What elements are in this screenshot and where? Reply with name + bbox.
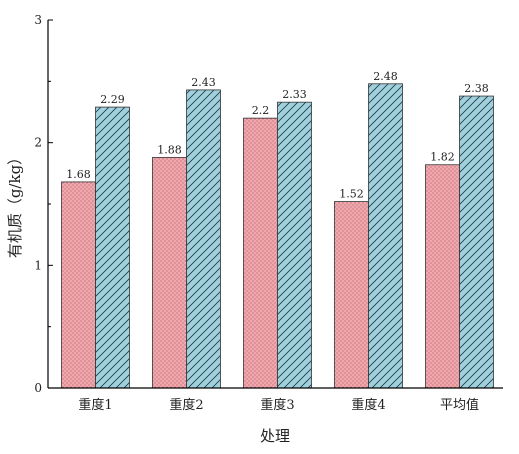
bar	[459, 95, 494, 389]
x-axis-title: 处理	[260, 427, 290, 445]
x-tick-label: 重度4	[351, 397, 385, 413]
bar	[368, 83, 403, 389]
bar	[186, 89, 221, 389]
data-label: 1.82	[430, 151, 455, 164]
bar	[243, 117, 278, 389]
y-tick-label: 3	[34, 13, 42, 27]
data-label: 1.68	[66, 168, 91, 181]
bar	[334, 201, 369, 389]
x-tick-label: 平均值	[440, 397, 479, 413]
x-tick-label: 重度2	[169, 397, 203, 413]
data-label: 2.2	[252, 104, 270, 117]
bar	[152, 156, 187, 389]
data-label: 1.52	[339, 188, 364, 201]
x-tick-label: 重度3	[260, 397, 294, 413]
data-label: 1.88	[157, 143, 182, 156]
y-axis-title: 有机质（g/kg）	[6, 150, 24, 258]
data-label: 2.43	[191, 76, 216, 89]
data-label: 2.48	[373, 70, 398, 83]
x-tick-label: 重度1	[78, 397, 112, 413]
bar	[61, 181, 96, 389]
bar	[95, 106, 130, 389]
y-tick-label: 2	[34, 136, 42, 150]
data-label: 2.29	[100, 93, 125, 106]
data-label: 2.38	[464, 82, 489, 95]
y-tick-label: 0	[34, 381, 42, 395]
y-tick-label: 1	[34, 258, 42, 272]
bar	[425, 164, 460, 389]
plot-area: 0 1 2 3 1.68 2.29 重度1 1.88 2.43 重度2 2.2 2.33 重度3 1.52…	[34, 13, 494, 413]
data-label: 2.33	[282, 88, 307, 101]
bar	[277, 101, 312, 389]
